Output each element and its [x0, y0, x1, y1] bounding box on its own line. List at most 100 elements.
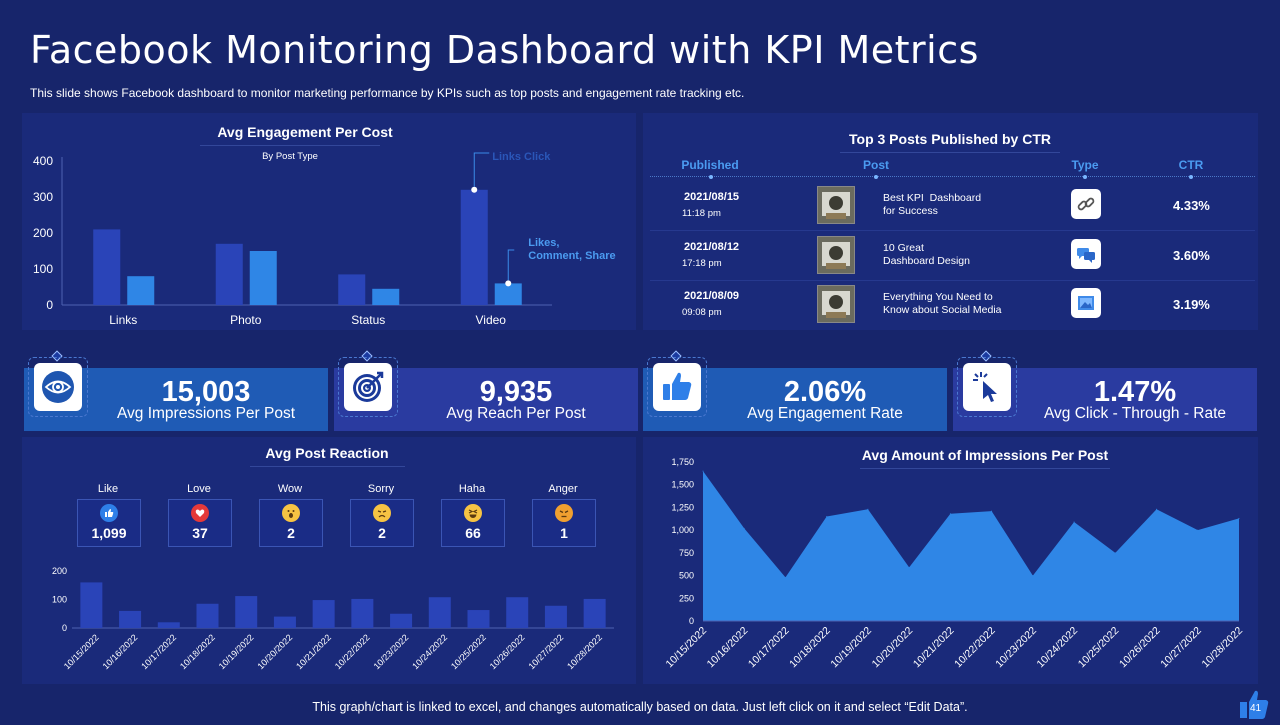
- thumbs-up-icon: [653, 363, 701, 411]
- y-tick-label: 300: [33, 190, 53, 204]
- reaction-bar-10/25/2022: [467, 610, 490, 628]
- page-subtitle: This slide shows Facebook dashboard to m…: [30, 86, 745, 100]
- post-title[interactable]: Everything You Need to Know about Social…: [883, 291, 1002, 316]
- image-icon[interactable]: [1071, 288, 1101, 318]
- kpi-value: 1.47%: [1093, 376, 1177, 408]
- reaction-bar-10/17/2022: [157, 622, 180, 628]
- reaction-bar-10/28/2022: [583, 598, 606, 628]
- reaction-bar-10/27/2022: [544, 605, 567, 628]
- impressions-point-10/28/2022: [1238, 517, 1240, 519]
- x-tick-label: 10/20/2022: [870, 625, 916, 671]
- x-tick-label: Video: [476, 313, 507, 327]
- x-tick-label: 10/19/2022: [217, 632, 256, 671]
- x-tick-label: 10/25/2022: [1076, 625, 1122, 671]
- y-tick-label: 750: [679, 548, 694, 558]
- header-dot: [709, 175, 713, 179]
- impressions-point-10/25/2022: [1114, 552, 1116, 554]
- engagement-chart[interactable]: By Post Type 0 100 200 300 400 Links Photo Statu…: [22, 113, 636, 330]
- y-tick-label: 1,000: [671, 525, 694, 535]
- y-tick-label: 400: [33, 154, 53, 168]
- x-tick-label: 10/27/2022: [1158, 625, 1204, 671]
- reaction-label: Haha: [458, 483, 486, 495]
- x-tick-label: 10/16/2022: [705, 625, 751, 671]
- bar-likes-comment-share-video: [494, 283, 522, 305]
- impressions-chart[interactable]: 0 250 500 750 1,000 1,250 1,500 1,750 10/15/2022…: [643, 437, 1258, 684]
- annotation-likes-comment-share: Likes, Comment, Share: [528, 237, 615, 262]
- eye-icon: [34, 363, 82, 411]
- x-tick-label: 10/16/2022: [101, 632, 140, 671]
- kpi-value: 2.06%: [783, 376, 867, 408]
- post-ctr: 4.33%: [1173, 198, 1210, 213]
- x-tick-label: Photo: [230, 313, 262, 327]
- col-post[interactable]: Post: [862, 158, 889, 172]
- impressions-point-10/22/2022: [991, 510, 993, 512]
- link-icon[interactable]: [1071, 189, 1101, 219]
- reaction-like[interactable]: 1,099: [77, 499, 141, 547]
- page-number: 41: [1250, 703, 1262, 714]
- post-thumbnail[interactable]: [817, 236, 855, 274]
- bar-likes-comment-share-links: [127, 276, 155, 305]
- thumbnail-image: [818, 187, 854, 223]
- reaction-bar-10/23/2022: [390, 613, 413, 628]
- kpi-impressions-card[interactable]: 15,003 Avg Impressions Per Post: [24, 350, 328, 431]
- x-tick-label: 10/17/2022: [746, 625, 792, 671]
- y-tick-label: 0: [62, 623, 67, 633]
- reaction-bar-10/15/2022: [80, 582, 103, 628]
- impressions-point-10/27/2022: [1197, 529, 1199, 531]
- col-type[interactable]: Type: [1071, 158, 1099, 172]
- anger-icon: [555, 504, 573, 522]
- x-tick-label: 10/15/2022: [663, 625, 709, 671]
- kpi-value: 15,003: [161, 376, 251, 408]
- x-tick-label: 10/21/2022: [294, 632, 333, 671]
- col-published[interactable]: Published: [681, 158, 739, 172]
- y-tick-label: 0: [689, 616, 694, 626]
- reaction-bar-10/24/2022: [428, 597, 451, 628]
- post-thumbnail[interactable]: [817, 186, 855, 224]
- x-tick-label: 10/24/2022: [410, 632, 449, 671]
- chart-subtitle: By Post Type: [262, 151, 318, 162]
- x-tick-label: 10/28/2022: [1199, 625, 1245, 671]
- post-date: 2021/08/15: [684, 191, 740, 203]
- top-posts-title: Top 3 Posts Published by CTR: [849, 131, 1051, 147]
- reaction-label: Anger: [548, 483, 578, 495]
- reaction-bar-10/22/2022: [351, 598, 374, 628]
- post-title[interactable]: 10 Great Dashboard Design: [883, 242, 970, 267]
- reaction-love[interactable]: 37: [168, 499, 232, 547]
- x-tick-label: 10/18/2022: [178, 632, 217, 671]
- header-dot: [874, 175, 878, 179]
- annotation-dot: [505, 280, 512, 287]
- bar-likes-comment-share-photo: [249, 251, 277, 305]
- kpi-reach-card[interactable]: 9,935 Avg Reach Per Post: [334, 350, 638, 431]
- y-tick-label: 200: [52, 566, 67, 576]
- kpi-engagement-card[interactable]: 2.06% Avg Engagement Rate: [643, 350, 947, 431]
- engagement-title-underline: [200, 145, 380, 146]
- x-tick-label: 10/20/2022: [255, 632, 294, 671]
- impressions-point-10/19/2022: [867, 508, 869, 510]
- x-tick-label: 10/23/2022: [993, 625, 1039, 671]
- post-time: 11:18 pm: [682, 208, 721, 219]
- reaction-value: 1: [560, 525, 568, 541]
- reaction-wow[interactable]: 2: [259, 499, 323, 547]
- kpi-ctr-card[interactable]: 1.47% Avg Click - Through - Rate: [953, 350, 1257, 431]
- reaction-bar-10/26/2022: [506, 597, 529, 628]
- post-thumbnail[interactable]: [817, 285, 855, 323]
- impressions-point-10/23/2022: [1032, 575, 1034, 577]
- icon-frame: [28, 357, 88, 417]
- annotation-dot: [471, 186, 478, 193]
- icon-frame: [957, 357, 1017, 417]
- reaction-haha[interactable]: 66: [441, 499, 505, 547]
- reaction-sorry[interactable]: 2: [350, 499, 414, 547]
- x-tick-label: 10/24/2022: [1035, 625, 1081, 671]
- reaction-anger[interactable]: 1: [532, 499, 596, 547]
- reaction-label: Love: [187, 483, 211, 495]
- chat-icon[interactable]: [1071, 239, 1101, 269]
- post-ctr: 3.19%: [1173, 297, 1210, 312]
- post-title[interactable]: Best KPI Dashboard for Success: [883, 192, 982, 217]
- col-ctr[interactable]: CTR: [1178, 158, 1204, 172]
- row-divider: [650, 230, 1255, 231]
- reaction-bar-10/16/2022: [119, 610, 142, 628]
- engagement-panel: [22, 113, 636, 330]
- bar-likes-comment-share-status: [372, 288, 400, 305]
- kpi-label: Avg Engagement Rate: [747, 405, 903, 422]
